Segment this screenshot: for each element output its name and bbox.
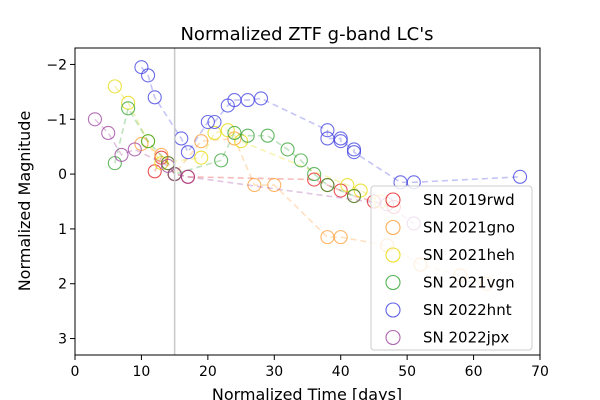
data-point-3-2	[141, 134, 156, 149]
x-tick-label: 40	[332, 364, 350, 380]
y-tick-label: −1	[46, 112, 67, 128]
data-point-4-6	[207, 114, 222, 130]
plot-area	[87, 60, 528, 291]
data-point-0-5	[307, 172, 322, 187]
legend-marker	[385, 329, 401, 346]
data-point-3-5	[214, 153, 229, 168]
x-axis: 0 10 20 30 40 50 60 70	[71, 355, 549, 380]
x-tick-label: 20	[199, 364, 217, 380]
data-point-4-10	[253, 91, 269, 106]
legend-marker	[385, 274, 401, 291]
data-point-5-3	[127, 142, 142, 157]
data-point-4-1	[141, 68, 156, 83]
legend-marker	[385, 247, 401, 263]
data-point-2-4	[194, 150, 209, 165]
data-point-4-19	[513, 169, 528, 184]
data-point-3-8	[260, 128, 275, 143]
data-point-4-15	[346, 142, 362, 157]
data-point-3-6	[227, 125, 242, 141]
x-tick-label: 50	[398, 364, 416, 380]
data-point-3-1	[121, 101, 136, 116]
data-point-4-11	[320, 123, 335, 138]
y-tick-label: 2	[58, 277, 67, 293]
data-point-4-16	[346, 145, 362, 160]
data-point-3-7	[240, 128, 255, 143]
x-tick-label: 30	[265, 364, 283, 380]
data-point-4-5	[200, 114, 215, 130]
data-point-4-4	[180, 145, 195, 160]
data-point-3-13	[346, 188, 362, 204]
data-point-1-8	[333, 230, 348, 245]
data-point-3-12	[320, 178, 335, 193]
y-tick-label: 1	[58, 222, 67, 238]
legend-box	[370, 185, 533, 351]
data-point-2-0	[107, 79, 122, 94]
legend-marker	[385, 219, 401, 236]
data-point-5-2	[114, 147, 129, 162]
y-axis: −2 −1 0 1 2 3	[46, 57, 75, 348]
data-point-2-8	[340, 178, 355, 193]
legend-label: SN 2021vgn	[423, 274, 515, 292]
data-point-3-10	[293, 153, 308, 168]
legend-label: SN 2022hnt	[423, 301, 512, 319]
data-point-5-0	[87, 112, 102, 127]
data-point-4-2	[147, 90, 162, 105]
data-point-4-13	[333, 131, 348, 146]
chart-title: Normalized ZTF g-band LC's	[180, 24, 433, 45]
data-point-2-6	[220, 123, 235, 138]
legend-marker	[385, 192, 401, 208]
y-tick-label: −2	[46, 57, 67, 73]
series-line-5	[94, 118, 415, 225]
y-tick-label: 0	[58, 167, 67, 183]
data-point-5-6	[180, 169, 195, 184]
data-point-1-3	[194, 134, 209, 149]
legend-label: SN 2019rwd	[423, 191, 515, 209]
legend-label: SN 2021gno	[423, 219, 515, 237]
legend-label: SN 2021heh	[423, 246, 515, 264]
data-point-5-1	[101, 125, 116, 141]
x-tick-label: 0	[71, 364, 80, 380]
data-point-3-9	[280, 142, 295, 157]
y-tick-label: 3	[58, 332, 67, 348]
data-point-3-11	[307, 167, 322, 182]
axes-frame	[74, 47, 541, 356]
data-point-2-1	[121, 95, 136, 110]
data-point-1-5	[247, 178, 262, 193]
data-point-2-5	[207, 125, 222, 141]
data-point-4-14	[333, 134, 348, 149]
data-point-1-6	[267, 178, 282, 193]
legend-marker	[385, 302, 401, 318]
y-axis-label: Normalized Magnitude	[15, 111, 34, 292]
data-point-2-3	[154, 156, 169, 171]
x-axis-label: Normalized Time [days]	[212, 385, 402, 400]
x-tick-label: 70	[531, 364, 549, 380]
legend: SN 2019rwd SN 2021gno SN 2021heh SN 2021vgn…	[370, 185, 533, 351]
x-tick-label: 10	[133, 364, 151, 380]
legend-label: SN 2022jpx	[423, 329, 509, 347]
series-line-0	[153, 156, 395, 208]
x-tick-label: 60	[465, 364, 483, 380]
